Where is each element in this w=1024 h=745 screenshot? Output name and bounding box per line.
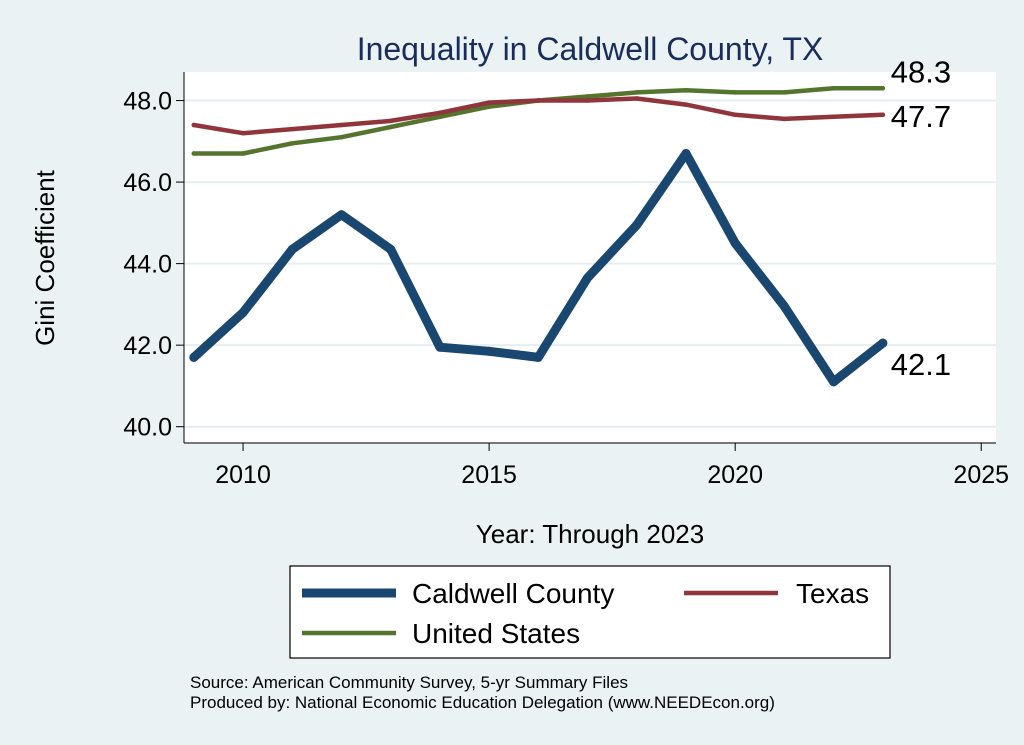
data-point-caldwell-county [533, 352, 543, 362]
data-point-united-states [683, 88, 689, 93]
data-point-texas [486, 100, 492, 105]
x-tick-label: 2015 [461, 461, 517, 489]
data-point-united-states [388, 124, 393, 130]
data-point-united-states [585, 94, 590, 99]
y-tick-label: 46.0 [123, 169, 172, 197]
produced-by-note: Produced by: National Economic Education… [190, 693, 775, 712]
data-point-united-states [634, 90, 640, 95]
data-point-caldwell-county [632, 220, 642, 230]
data-point-caldwell-county [730, 238, 740, 248]
data-point-texas [880, 112, 886, 118]
data-point-caldwell-county [435, 342, 445, 352]
data-point-caldwell-county [238, 308, 248, 318]
y-tick-label: 42.0 [123, 332, 172, 360]
legend: Caldwell County Texas United States [289, 565, 891, 659]
legend-label-texas: Texas [796, 578, 869, 609]
data-point-united-states [339, 134, 344, 140]
data-point-texas [831, 114, 836, 120]
data-point-caldwell-county [386, 244, 396, 254]
y-tick-label: 40.0 [123, 414, 172, 442]
data-point-caldwell-county [189, 352, 199, 362]
data-point-texas [240, 130, 246, 136]
data-point-united-states [437, 114, 443, 120]
data-point-texas [634, 96, 640, 101]
data-point-caldwell-county [829, 377, 839, 387]
data-point-texas [437, 110, 443, 116]
data-point-united-states [732, 90, 738, 95]
x-ticks: 2010 2015 2020 2025 [215, 443, 1009, 489]
data-point-united-states [880, 86, 886, 91]
plot-area [184, 72, 996, 442]
data-point-caldwell-county [336, 210, 346, 220]
y-axis-title: Gini Coefficient [30, 169, 60, 346]
end-label-texas: 47.7 [891, 99, 951, 134]
chart-title: Inequality in Caldwell County, TX [357, 31, 824, 67]
data-point-united-states [290, 141, 295, 146]
legend-box [289, 565, 891, 659]
legend-label-us: United States [412, 618, 580, 649]
data-point-united-states [782, 90, 787, 95]
x-tick-label: 2010 [215, 461, 271, 489]
data-point-united-states [191, 151, 197, 156]
data-point-texas [683, 102, 689, 107]
y-tick-label: 48.0 [123, 88, 172, 116]
data-point-united-states [486, 104, 492, 109]
gridlines [184, 99, 996, 428]
end-label-united-states: 48.3 [891, 54, 951, 89]
end-labels: 42.1 47.7 48.3 [891, 54, 951, 382]
data-point-texas [732, 112, 738, 118]
data-point-caldwell-county [583, 273, 593, 283]
data-point-texas [782, 116, 787, 122]
data-point-texas [585, 98, 590, 103]
data-point-caldwell-county [484, 346, 494, 356]
source-note: Source: American Community Survey, 5-yr … [190, 673, 628, 692]
data-point-united-states [831, 86, 836, 91]
data-point-caldwell-county [681, 149, 691, 159]
x-tick-label: 2020 [707, 461, 763, 489]
data-point-texas [290, 126, 295, 132]
x-axis-title: Year: Through 2023 [476, 519, 704, 549]
data-point-texas [536, 98, 541, 103]
y-ticks: 40.0 42.0 44.0 46.0 48.0 [123, 88, 184, 442]
data-point-caldwell-county [779, 301, 789, 311]
legend-label-caldwell: Caldwell County [412, 578, 614, 609]
x-tick-label: 2025 [953, 461, 1009, 489]
data-point-united-states [240, 151, 246, 156]
y-tick-label: 44.0 [123, 251, 172, 279]
data-point-caldwell-county [878, 338, 888, 348]
data-point-texas [388, 118, 393, 124]
end-label-caldwell-county: 42.1 [891, 347, 951, 382]
data-point-texas [339, 122, 344, 128]
data-point-caldwell-county [287, 244, 297, 254]
series-group [189, 86, 888, 387]
data-point-texas [191, 122, 197, 128]
